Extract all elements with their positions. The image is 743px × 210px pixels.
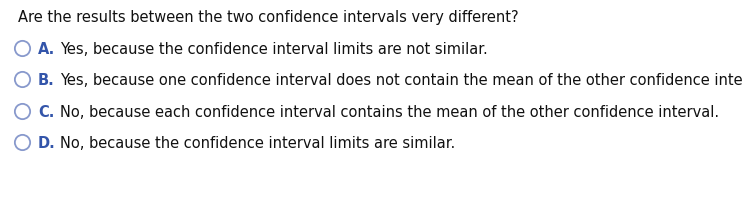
Text: No, because each confidence interval contains the mean of the other confidence i: No, because each confidence interval con… [60,105,719,120]
Text: Are the results between the two confidence intervals very different?: Are the results between the two confiden… [18,10,519,25]
Text: Yes, because one confidence interval does not contain the mean of the other conf: Yes, because one confidence interval doe… [60,74,743,88]
Text: A.: A. [38,42,55,57]
Text: Yes, because the confidence interval limits are not similar.: Yes, because the confidence interval lim… [60,42,487,57]
Text: No, because the confidence interval limits are similar.: No, because the confidence interval limi… [60,136,455,151]
Text: D.: D. [38,136,56,151]
Text: C.: C. [38,105,54,120]
Text: B.: B. [38,74,55,88]
